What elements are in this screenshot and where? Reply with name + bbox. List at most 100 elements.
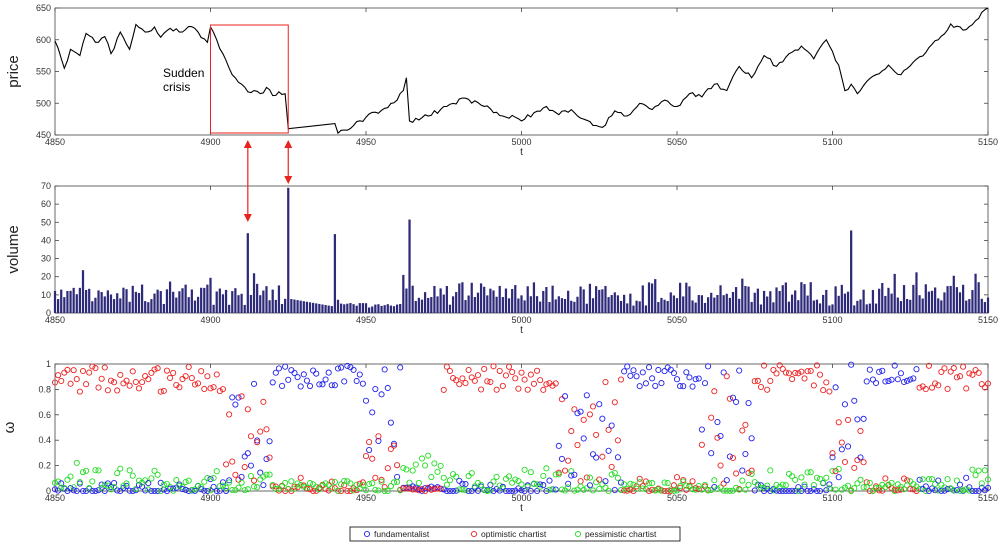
volume-bar: [280, 303, 284, 313]
volume-bar: [252, 273, 256, 313]
optimistic-chartist-point: [512, 375, 519, 382]
omega-x-tick-label: 5000: [511, 493, 531, 503]
volume-y-tick-label: 60: [41, 199, 51, 209]
volume-bar: [896, 297, 899, 313]
volume-bar: [147, 302, 150, 313]
volume-bar: [324, 305, 327, 313]
pessimistic-chartist-point: [972, 472, 979, 479]
pessimistic-chartist-point: [89, 478, 96, 485]
optimistic-chartist-point: [238, 393, 245, 400]
volume-bar: [498, 285, 501, 313]
volume-bar: [168, 281, 172, 313]
pessimistic-chartist-point: [975, 467, 982, 474]
pessimistic-chartist-point: [621, 481, 628, 488]
optimistic-chartist-point: [95, 384, 102, 391]
volume-bar: [794, 290, 797, 313]
fundamentalist-point: [956, 481, 964, 488]
fundamentalist-point: [617, 479, 625, 486]
fundamentalist-point: [866, 366, 873, 373]
optimistic-chartist-point: [751, 378, 758, 385]
volume-bar: [604, 285, 607, 313]
fundamentalist-point: [275, 365, 282, 372]
volume-y-tick-label: 40: [41, 235, 51, 245]
optimistic-chartist-point: [860, 459, 867, 466]
fundamentalist-point: [801, 483, 808, 490]
optimistic-chartist-point: [145, 376, 152, 383]
pessimistic-chartist-point: [944, 476, 951, 483]
volume-bar: [716, 295, 719, 313]
pessimistic-chartist-point: [845, 482, 852, 489]
volume-bar: [88, 288, 91, 313]
optimistic-chartist-point: [543, 381, 550, 388]
optimistic-chartist-point: [661, 487, 668, 495]
optimistic-chartist-point: [297, 474, 304, 481]
fundamentalist-point: [148, 487, 155, 495]
pessimistic-chartist-point: [695, 483, 702, 490]
fundamentalist-point: [250, 380, 258, 387]
volume-bar: [756, 288, 759, 313]
pessimistic-chartist-point: [481, 487, 488, 494]
pessimistic-chartist-point: [789, 473, 796, 480]
volume-bar: [644, 305, 648, 313]
optimistic-chartist-point: [244, 406, 251, 413]
volume-bar: [486, 295, 489, 313]
fundamentalist-point: [739, 467, 746, 474]
volume-bar: [218, 288, 221, 313]
fundamentalist-point: [804, 487, 811, 495]
pessimistic-chartist-point: [188, 487, 195, 494]
pessimistic-chartist-point: [605, 487, 612, 495]
optimistic-chartist-point: [798, 368, 805, 375]
fundamentalist-point: [984, 484, 992, 491]
pessimistic-chartist-point: [288, 478, 295, 485]
optimistic-chartist-point: [524, 386, 531, 393]
fundamentalist-point: [201, 487, 208, 494]
optimistic-chartist-point: [64, 366, 71, 373]
optimistic-chartist-point: [966, 370, 973, 377]
fundamentalist-point: [680, 383, 687, 390]
pessimistic-chartist-point: [757, 484, 765, 491]
optimistic-chartist-point: [366, 439, 373, 446]
pessimistic-chartist-point: [928, 475, 936, 483]
pessimistic-chartist-point: [198, 484, 205, 491]
fundamentalist-point: [241, 453, 248, 460]
pessimistic-chartist-point: [456, 486, 463, 493]
pessimistic-chartist-point: [736, 486, 743, 493]
pessimistic-chartist-point: [608, 471, 615, 478]
fundamentalist-point: [540, 482, 547, 489]
pessimistic-chartist-point: [627, 480, 634, 487]
optimistic-chartist-point: [608, 463, 615, 470]
pessimistic-chartist-point: [446, 477, 454, 484]
fundamentalist-point: [79, 487, 87, 495]
pessimistic-chartist-point: [916, 485, 923, 493]
fundamentalist-point: [123, 482, 130, 490]
optimistic-chartist-point: [717, 462, 724, 469]
pessimistic-chartist-point: [384, 487, 391, 494]
volume-bar: [395, 304, 399, 313]
fundamentalist-point: [450, 487, 457, 495]
volume-bar: [781, 285, 784, 313]
volume-bar: [986, 297, 990, 313]
pessimistic-chartist-point: [602, 484, 609, 491]
volume-bar: [514, 285, 517, 313]
volume-bar: [582, 289, 585, 313]
volume-bar: [119, 298, 122, 313]
pessimistic-chartist-point: [282, 479, 289, 487]
volume-bar: [557, 296, 560, 313]
volume-bar: [585, 303, 588, 313]
volume-bar: [856, 300, 859, 313]
pessimistic-chartist-point: [586, 474, 593, 481]
pessimistic-chartist-point: [826, 485, 833, 492]
volume-bar: [899, 301, 903, 313]
volume-bar: [140, 284, 144, 313]
pessimistic-chartist-point: [960, 487, 967, 494]
volume-bar: [651, 283, 654, 313]
fundamentalist-point: [235, 394, 242, 401]
volume-bar: [871, 290, 875, 313]
fundamentalist-point: [692, 376, 699, 383]
pessimistic-chartist-point: [565, 484, 572, 491]
pessimistic-chartist-point: [521, 466, 528, 473]
optimistic-chartist-point: [195, 380, 202, 387]
volume-bar: [249, 294, 253, 313]
volume-x-tick-label: 5000: [511, 315, 531, 325]
optimistic-chartist-point: [381, 484, 388, 491]
